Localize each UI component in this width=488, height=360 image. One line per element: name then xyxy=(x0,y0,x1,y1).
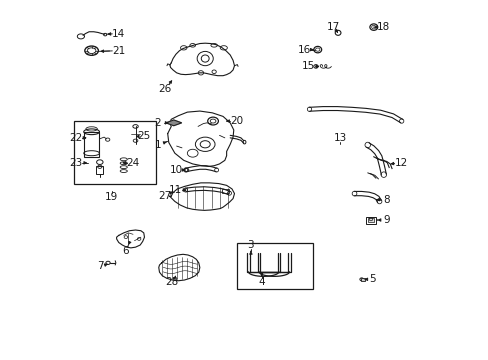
Polygon shape xyxy=(165,120,181,126)
Text: 1: 1 xyxy=(154,140,161,150)
Text: 23: 23 xyxy=(69,158,82,168)
Bar xyxy=(83,132,99,157)
Text: 6: 6 xyxy=(122,246,129,256)
Text: 25: 25 xyxy=(137,131,150,141)
Text: 13: 13 xyxy=(333,133,346,143)
Text: 28: 28 xyxy=(165,277,179,287)
Text: 16: 16 xyxy=(297,45,310,55)
Text: 3: 3 xyxy=(247,240,254,250)
Text: 22: 22 xyxy=(69,133,82,143)
Text: 20: 20 xyxy=(230,116,243,126)
Text: 18: 18 xyxy=(376,22,389,32)
Bar xyxy=(365,217,375,224)
Text: 19: 19 xyxy=(105,192,118,202)
Text: 11: 11 xyxy=(169,185,182,195)
Bar xyxy=(367,218,373,222)
Text: 9: 9 xyxy=(383,215,389,225)
Bar xyxy=(236,243,313,289)
Bar xyxy=(96,166,103,174)
Text: 27: 27 xyxy=(158,191,171,201)
Text: 26: 26 xyxy=(158,84,171,94)
Text: 21: 21 xyxy=(112,46,125,56)
Text: 24: 24 xyxy=(126,158,140,168)
Text: 15: 15 xyxy=(301,62,314,71)
Text: 12: 12 xyxy=(393,158,407,168)
Bar xyxy=(360,278,365,281)
Text: 10: 10 xyxy=(169,165,182,175)
Text: 7: 7 xyxy=(98,261,104,271)
Text: 2: 2 xyxy=(154,118,161,128)
Text: 14: 14 xyxy=(112,28,125,39)
Text: 8: 8 xyxy=(383,195,389,204)
Text: 4: 4 xyxy=(258,277,264,287)
Bar xyxy=(74,121,156,184)
Text: 5: 5 xyxy=(368,274,375,284)
Text: 17: 17 xyxy=(326,22,339,32)
Bar xyxy=(222,189,228,193)
